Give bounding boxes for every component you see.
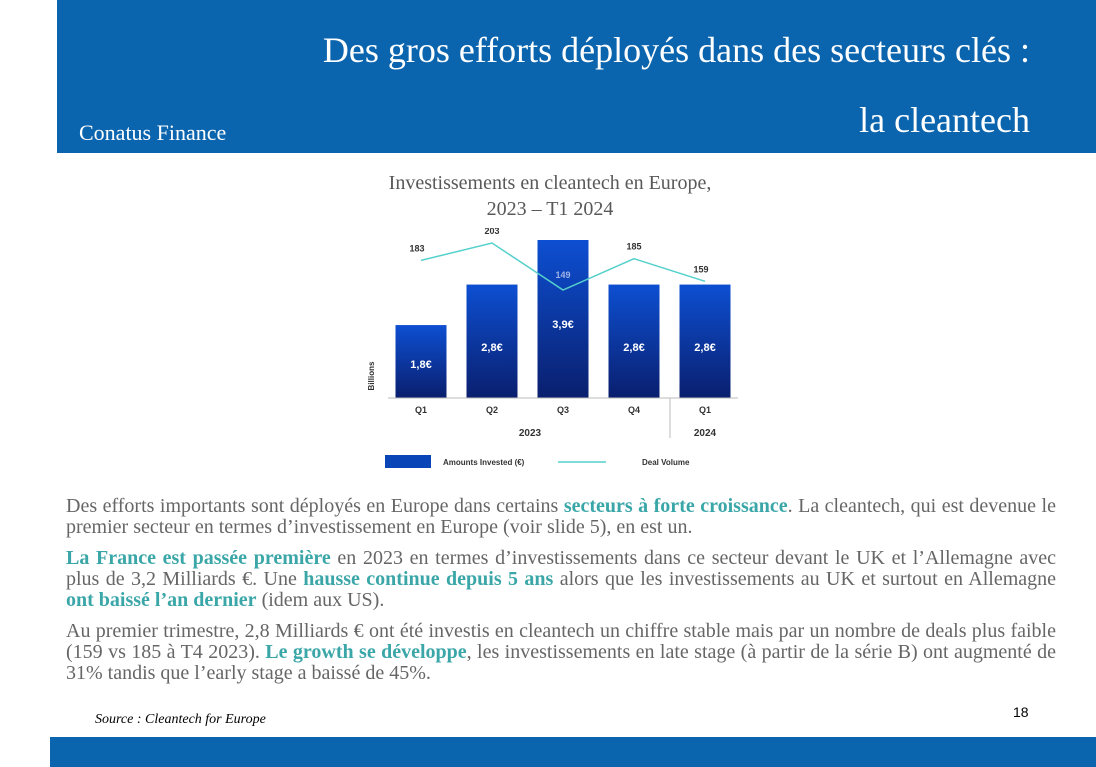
bar-value-label-1: 1,8€: [410, 359, 431, 371]
deal-volume-label-1: 183: [409, 243, 424, 253]
deal-volume-label-5: 159: [693, 264, 708, 274]
x-tick-label-4: Q4: [628, 405, 640, 415]
x-tick-label-5: Q1: [699, 405, 711, 415]
deal-volume-label-2: 203: [484, 228, 499, 236]
slide-title-line2: la cleantech: [859, 100, 1030, 140]
chart-title: Investissements en cleantech en Europe,: [388, 172, 712, 194]
footer-bar: [50, 737, 1096, 767]
p3-text-c: , les investissements en late stage (à p…: [66, 641, 1056, 684]
bar-value-label-3: 3,9€: [552, 319, 573, 331]
legend-swatch-amounts: [385, 455, 431, 468]
brand-name: Conatus Finance: [79, 120, 227, 145]
chart-subtitle: 2023 – T1 2024: [486, 198, 614, 220]
bar-5: [679, 284, 731, 398]
legend-label-deals: Deal Volume: [642, 458, 690, 467]
bar-3: [537, 240, 589, 398]
deal-volume-label-4: 185: [626, 242, 641, 252]
bar-4: [608, 284, 660, 398]
p2-text-b: en 2023 en termes d’investissements dans…: [66, 547, 1056, 590]
y-axis-label: Billions: [367, 361, 376, 390]
p3-highlight: Le growth se développe: [265, 641, 467, 663]
legend-label-amounts: Amounts Invested (€): [443, 458, 525, 467]
paragraph-3: Au premier trimestre, 2,8 Milliards € on…: [66, 621, 1056, 684]
bar-value-label-4: 2,8€: [623, 342, 644, 354]
bar-value-label-2: 2,8€: [481, 342, 502, 354]
cleantech-chart: Billions 1,8€ 2,8€ 3,9€ 2,8€ 2,8€ 183 203 149 185…: [367, 228, 738, 468]
p2-text-d: alors que les investissements au UK et s…: [553, 568, 1057, 590]
p1-highlight: secteurs à forte croissance: [563, 495, 788, 517]
paragraph-2: La France est passée première en 2023 en…: [66, 548, 1056, 611]
page-number: 18: [1013, 704, 1029, 720]
x-tick-label-2: Q2: [486, 405, 498, 415]
group-label-2024: 2024: [694, 428, 717, 439]
header-banner: Des gros efforts déployés dans des secte…: [57, 0, 1096, 153]
chart-title-block: Investissements en cleantech en Europe, …: [300, 170, 800, 222]
deal-volume-label-3: 149: [555, 270, 570, 280]
p2-text-f: (idem aux US).: [256, 589, 385, 611]
bar-1: [395, 325, 447, 398]
x-tick-label-1: Q1: [415, 405, 427, 415]
p2-highlight-e: ont baissé l’an dernier: [66, 589, 257, 611]
slide-title-line1: Des gros efforts déployés dans des secte…: [322, 30, 1030, 70]
p2-highlight-a: La France est passée première: [66, 547, 331, 569]
p1-text-a: Des efforts importants sont déployés en …: [66, 495, 564, 517]
p2-highlight-c: hausse continue depuis 5 ans: [303, 568, 554, 590]
deal-volume-line: [420, 242, 706, 291]
group-label-2023: 2023: [519, 428, 542, 439]
p1-text-c: . La cleantech, qui est devenue le premi…: [66, 495, 1056, 538]
bar-2: [466, 284, 518, 398]
bar-value-label-5: 2,8€: [694, 342, 715, 354]
source-note: Source : Cleantech for Europe: [95, 712, 266, 727]
body-text: Des efforts importants sont déployés en …: [66, 496, 1056, 694]
p3-text-a: Au premier trimestre, 2,8 Milliards € on…: [66, 620, 1056, 663]
paragraph-1: Des efforts importants sont déployés en …: [66, 496, 1056, 538]
x-tick-label-3: Q3: [557, 405, 569, 415]
